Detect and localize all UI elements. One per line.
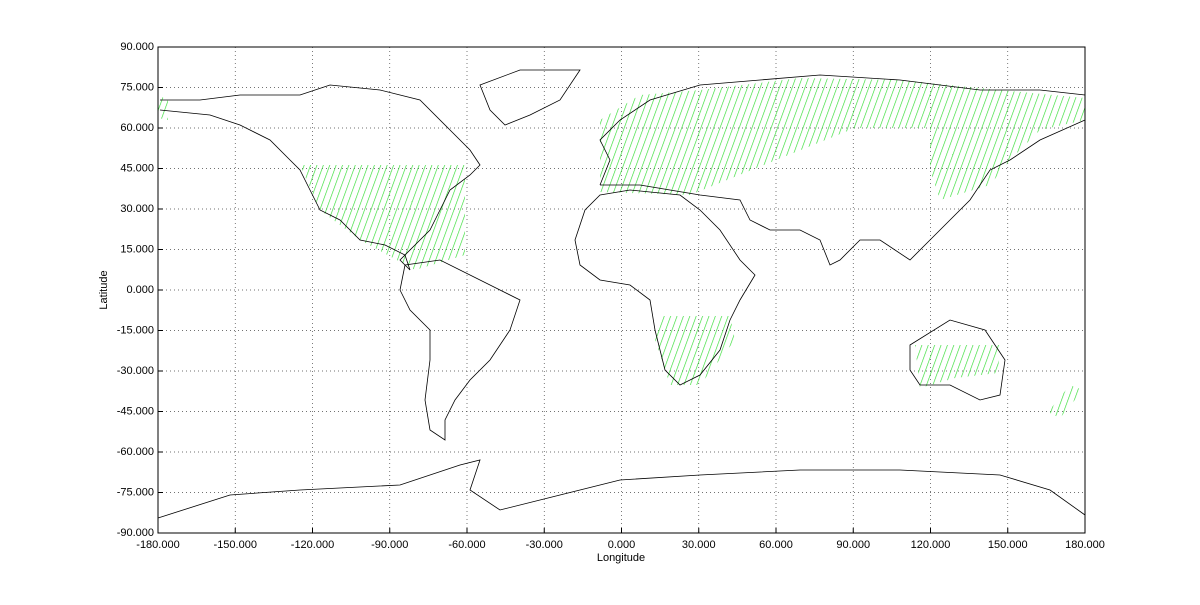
x-axis-label: Longitude [597, 552, 645, 564]
x-tick-label: -60.000 [448, 539, 485, 551]
x-tick-label: -120.000 [291, 539, 334, 551]
coverage-regions [158, 78, 1085, 418]
coast-north-america [159, 84, 481, 271]
x-tick-label: -90.000 [371, 539, 408, 551]
coverage-new-zealand [1048, 385, 1083, 418]
coast-eurasia [599, 74, 1086, 266]
x-tick-label: 180.000 [1065, 539, 1105, 551]
y-tick-label: 90.000 [120, 41, 154, 53]
y-tick-label: -45.000 [117, 405, 154, 417]
coverage-africa [655, 316, 735, 385]
coverage-north-america [300, 165, 465, 270]
coverage-australia [915, 345, 1000, 388]
coast-greenland [479, 69, 581, 126]
x-tick-label: 120.000 [911, 539, 951, 551]
x-tick-label: 150.000 [988, 539, 1028, 551]
x-tick-label: 90.000 [836, 539, 870, 551]
y-tick-label: -30.000 [117, 365, 154, 377]
coverage-eurasia [600, 78, 1085, 200]
x-tick-label: -180.000 [136, 539, 179, 551]
x-tick-label: -150.000 [214, 539, 257, 551]
coastlines [157, 69, 1086, 519]
x-tick-label: 0.000 [608, 539, 636, 551]
coast-south-america [399, 259, 521, 441]
y-tick-label: 75.000 [120, 81, 154, 93]
x-tick-label: -30.000 [526, 539, 563, 551]
coast-africa [574, 189, 756, 386]
y-tick-label: 60.000 [120, 122, 154, 134]
y-tick-label: 30.000 [120, 203, 154, 215]
y-tick-label: -15.000 [117, 324, 154, 336]
coast-australia [909, 319, 1006, 401]
x-tick-label: 30.000 [682, 539, 716, 551]
coverage-alaska [158, 95, 168, 120]
y-tick-label: -75.000 [117, 486, 154, 498]
y-tick-label: 45.000 [120, 162, 154, 174]
x-tick-label: 60.000 [759, 539, 793, 551]
coast-antarctica [157, 459, 1086, 519]
y-tick-label: 15.000 [120, 243, 154, 255]
y-tick-label: 0.000 [126, 284, 154, 296]
y-tick-label: -60.000 [117, 446, 154, 458]
y-axis-label: Latitude [98, 270, 110, 309]
y-tick-label: -90.000 [117, 527, 154, 539]
